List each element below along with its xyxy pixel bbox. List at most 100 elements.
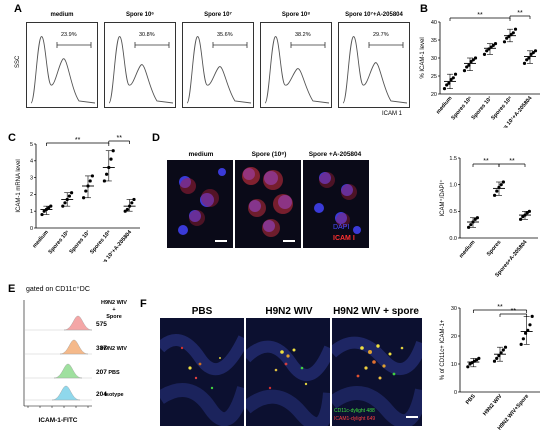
panel-b-point-4-5 — [533, 49, 538, 53]
panel-e-value-1: 387 — [96, 345, 107, 352]
panel-f-point-0-5 — [477, 356, 481, 360]
panel-a-curve-0 — [30, 36, 96, 104]
panel-d-point-0-4 — [475, 216, 479, 220]
panel-b-sig-0: ** — [477, 12, 483, 19]
panel-b-point-0-0 — [442, 87, 447, 91]
panel-b-point-0-1 — [445, 83, 449, 87]
panel-c-point-1-1 — [63, 201, 67, 205]
panel-f-title-1: H9N2 WIV — [265, 306, 313, 317]
panel-a-histogram-2 — [186, 36, 252, 104]
panel-d-point-2-4 — [527, 209, 531, 213]
panel-d-xtick-label-0: medium — [458, 239, 476, 259]
panel-e-xlabel: ICAM-1-FITC — [39, 417, 78, 424]
panel-b-point-3-5 — [513, 27, 518, 31]
panel-b-point-0-2 — [447, 81, 451, 85]
panel-a-plot-0: 23.9% — [26, 22, 98, 108]
panel-d-point-2-3 — [525, 211, 529, 215]
panel-b-point-3-0 — [502, 40, 507, 44]
panel-f-xtick-label-0: PBS — [465, 393, 477, 406]
panel-a-plot-3: 38.2% — [260, 22, 332, 108]
panel-d-image-medium — [167, 160, 233, 248]
panel-f-point-1-5 — [503, 345, 508, 349]
panel-a-curve-1 — [108, 36, 174, 104]
panel-b-ylabel: % ICAM-1 level — [420, 37, 426, 78]
panel-label-e: E — [8, 283, 16, 295]
panel-a-histogram-4 — [342, 36, 408, 104]
panel-d-point-2-0 — [519, 217, 523, 221]
panel-c-point-4-1 — [125, 207, 129, 212]
panel-b-ytick-label-1: 25 — [431, 74, 437, 80]
panel-b-sig-1: ** — [517, 10, 523, 17]
panel-c-ytick-label-1: 1 — [30, 209, 33, 215]
panel-d-xtick-label-1: Spores — [486, 239, 503, 257]
panel-d-point-0-1 — [469, 223, 473, 227]
panel-f-ytick-label-3: 30 — [451, 306, 457, 312]
panel-f-point-1-1 — [495, 356, 499, 360]
panel-c-point-0-0 — [40, 212, 44, 217]
panel-c-point-2-1 — [84, 189, 88, 193]
panel-a-curve-3 — [264, 36, 330, 104]
panel-b-point-0-5 — [453, 72, 458, 76]
panel-e-value-3: 204 — [96, 391, 107, 398]
panel-b-xtick-label-0: medium — [435, 95, 453, 115]
panel-e-value-0: 575 — [96, 321, 107, 328]
panel-b-point-1-4 — [471, 58, 475, 62]
panel-c-xtick-label-0: medium — [32, 229, 50, 249]
panel-d-ytick-label-3: 1.5 — [449, 156, 457, 162]
panel-a-ylabel: SSC — [15, 55, 21, 68]
panel-label-a: A — [14, 3, 22, 15]
panel-f-ytick-label-2: 20 — [451, 334, 457, 340]
panel-e-title: gated on CD11c⁺DC — [26, 286, 90, 293]
panel-a-plot-title-3: Spore 10⁸ — [281, 12, 311, 18]
panel-a-plot-1: 30.8% — [104, 22, 176, 108]
panel-c-point-4-0 — [123, 209, 127, 213]
panel-c-point-1-3 — [67, 194, 71, 198]
panel-c-ytick-label-4: 4 — [30, 159, 33, 165]
panel-d-sig-0: ** — [483, 158, 489, 165]
panel-d-sig-1: ** — [509, 158, 515, 165]
panel-b-point-2-5 — [493, 42, 498, 46]
panel-b-point-4-0 — [522, 61, 527, 65]
panel-label-f: F — [140, 298, 147, 310]
panel-c-point-0-1 — [42, 209, 46, 213]
panel-f-ytick-label-1: 10 — [451, 362, 457, 368]
panel-d-point-1-0 — [493, 193, 497, 197]
panel-c-ylabel: ICAM-1 mRNA level — [16, 159, 22, 212]
panel-b-point-1-2 — [467, 63, 471, 67]
panel-b-point-0-4 — [451, 76, 455, 80]
panel-d-image-spore — [235, 160, 301, 248]
panel-f-xtick-label-1: H9N2 WIV — [482, 393, 504, 417]
panel-c-ytick-label-5: 5 — [30, 142, 33, 148]
panel-b-point-1-3 — [469, 60, 473, 64]
panel-c-point-3-3 — [109, 157, 113, 161]
panel-b-point-2-4 — [491, 43, 495, 48]
panel-e-label-0a: H9N2 WIV — [101, 300, 127, 306]
panel-d-point-0-0 — [467, 225, 471, 229]
panel-a-plot-title-0: medium — [50, 12, 74, 18]
panel-a-plot-title-4: Spore 10⁷+A-205804 — [345, 12, 403, 18]
panel-c-point-2-0 — [82, 196, 86, 200]
panel-e-label-3: Isotype — [104, 392, 123, 398]
panel-e-hist-0 — [63, 315, 93, 331]
panel-f-point-0-0 — [466, 365, 470, 369]
panel-f-ytick-label-0: 0 — [454, 390, 457, 396]
panel-c-point-4-4 — [132, 197, 136, 202]
panel-c-point-1-4 — [70, 191, 74, 195]
panel-c-point-1-0 — [61, 204, 65, 208]
panel-d-ytick-label-2: 1.0 — [449, 182, 457, 188]
panel-b-ytick-label-3: 35 — [431, 38, 437, 44]
panel-f-title-0: PBS — [191, 306, 213, 317]
panel-a-histogram-0 — [30, 36, 96, 104]
panel-e-label-0b: + — [112, 307, 115, 313]
panel-b-point-3-1 — [505, 36, 509, 40]
panel-label-d: D — [152, 132, 160, 144]
panel-c-point-0-3 — [47, 206, 51, 210]
panel-d-legend-dapi: DAPI — [333, 224, 350, 231]
panel-a-plot-2: 35.6% — [182, 22, 254, 108]
panel-d-image-spore-inhibitor: DAPI ICAM I — [303, 160, 369, 248]
panel-e-hist-3 — [51, 385, 81, 401]
